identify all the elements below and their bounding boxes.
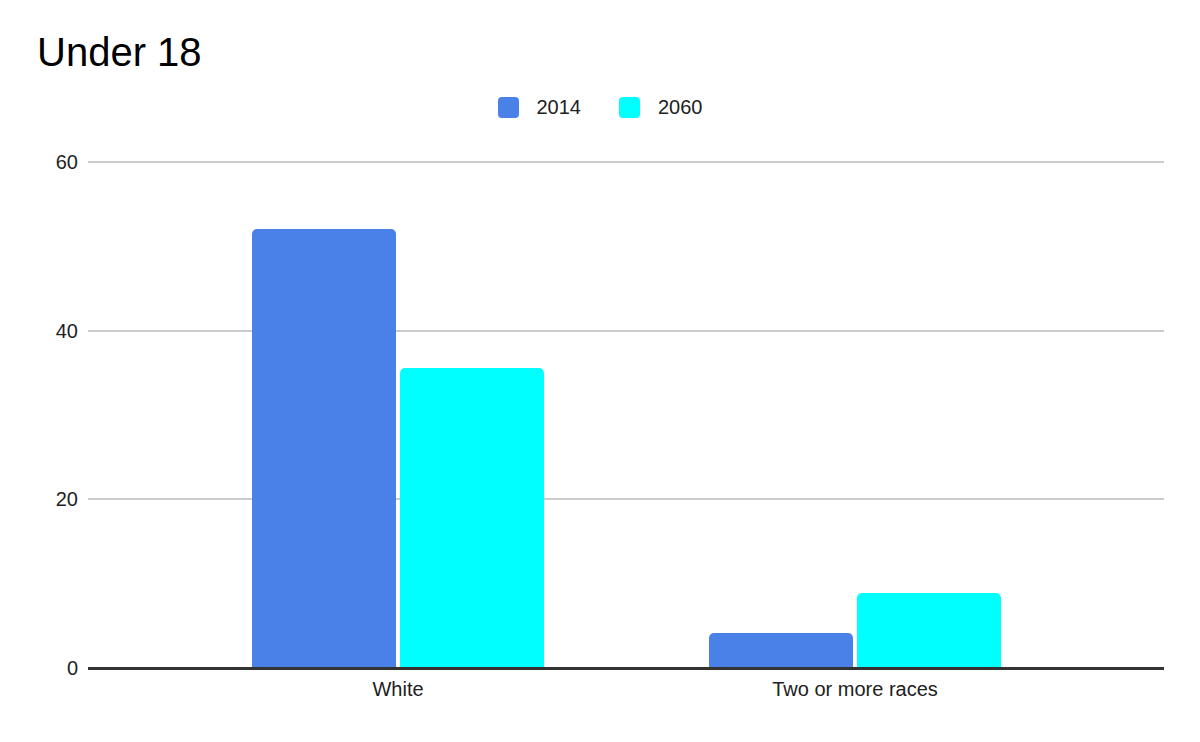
bar-2014-white[interactable] — [252, 229, 396, 668]
bar-2014-two-or-more-races[interactable] — [709, 633, 853, 668]
x-axis-category-label: White — [238, 678, 558, 701]
gridline — [88, 161, 1164, 163]
legend-swatch-2060-icon — [619, 97, 640, 118]
chart-canvas: Under 18 2014 2060 0 20 40 60 White Two or mo… — [0, 0, 1200, 742]
y-axis-tick-label: 0 — [28, 656, 78, 680]
bar-2060-two-or-more-races[interactable] — [857, 593, 1001, 668]
x-axis-baseline — [88, 667, 1164, 670]
gridline — [88, 330, 1164, 332]
legend-label-2060: 2060 — [658, 96, 703, 119]
x-axis-category-label: Two or more races — [695, 678, 1015, 701]
legend-item-2014[interactable]: 2014 — [498, 96, 582, 119]
gridline — [88, 498, 1164, 500]
chart-title: Under 18 — [37, 30, 202, 75]
y-axis-tick-label: 20 — [28, 487, 78, 511]
y-axis-tick-label: 40 — [28, 319, 78, 343]
legend-swatch-2014-icon — [498, 97, 519, 118]
y-axis-tick-label: 60 — [28, 150, 78, 174]
legend-item-2060[interactable]: 2060 — [619, 96, 703, 119]
legend: 2014 2060 — [0, 96, 1200, 119]
bar-2060-white[interactable] — [400, 368, 544, 668]
legend-label-2014: 2014 — [537, 96, 582, 119]
